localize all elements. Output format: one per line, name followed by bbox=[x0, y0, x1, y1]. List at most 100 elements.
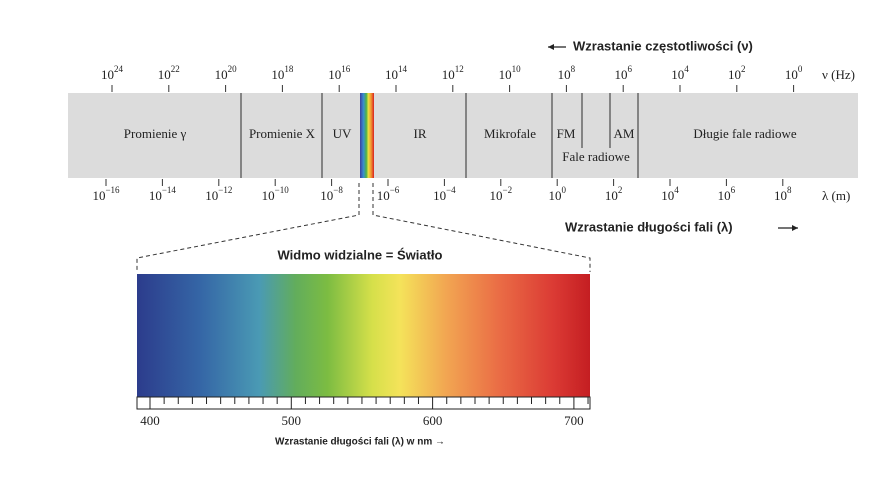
band-label: IR bbox=[414, 126, 427, 141]
tick-exponent: 10 bbox=[512, 64, 521, 74]
tick-base: 10 bbox=[328, 67, 341, 82]
tick-label: 10−16 bbox=[92, 185, 120, 203]
nm-label: 500 bbox=[282, 413, 302, 428]
tick-exponent: 8 bbox=[787, 185, 792, 195]
tick-label: 100 bbox=[785, 64, 803, 82]
tick-base: 10 bbox=[442, 67, 455, 82]
tick-exponent: −12 bbox=[218, 185, 232, 195]
tick-base: 10 bbox=[215, 67, 228, 82]
frequency-title: Wzrastanie częstotliwości (ν) bbox=[573, 38, 753, 53]
tick-exponent: 24 bbox=[114, 64, 124, 74]
band-label: Promienie X bbox=[249, 126, 316, 141]
tick-exponent: −14 bbox=[162, 185, 177, 195]
tick-exponent: 0 bbox=[798, 64, 803, 74]
tick-base: 10 bbox=[377, 188, 390, 203]
tick-base: 10 bbox=[785, 67, 798, 82]
tick-label: 104 bbox=[671, 64, 689, 82]
band-label: Mikrofale bbox=[484, 126, 536, 141]
spectrum-band bbox=[68, 93, 858, 178]
tick-label: 1024 bbox=[101, 64, 124, 82]
tick-base: 10 bbox=[205, 188, 218, 203]
tick-exponent: 20 bbox=[228, 64, 238, 74]
tick-base: 10 bbox=[158, 67, 171, 82]
band-label: AM bbox=[614, 126, 635, 141]
tick-label: 1010 bbox=[499, 64, 521, 82]
tick-base: 10 bbox=[671, 67, 684, 82]
tick-base: 10 bbox=[499, 67, 512, 82]
nm-label: 600 bbox=[423, 413, 443, 428]
tick-exponent: 4 bbox=[674, 185, 679, 195]
tick-exponent: 4 bbox=[684, 64, 689, 74]
tick-base: 10 bbox=[774, 188, 787, 203]
band-dividers bbox=[240, 93, 639, 178]
visible-title: Widmo widzialne = Światło bbox=[278, 247, 443, 262]
tick-label: 10−10 bbox=[262, 185, 290, 203]
visible-strip bbox=[360, 93, 374, 178]
tick-base: 10 bbox=[101, 67, 114, 82]
tick-exponent: −6 bbox=[390, 185, 400, 195]
tick-label: 10−6 bbox=[377, 185, 400, 203]
tick-label: 1012 bbox=[442, 64, 464, 82]
tick-base: 10 bbox=[728, 67, 741, 82]
tick-base: 10 bbox=[433, 188, 446, 203]
tick-base: 10 bbox=[262, 188, 275, 203]
visible-caption: Wzrastanie długości fali (λ) w nm → bbox=[275, 437, 445, 448]
tick-exponent: 0 bbox=[561, 185, 566, 195]
tick-label: 10−12 bbox=[205, 185, 232, 203]
tick-base: 10 bbox=[548, 188, 561, 203]
tick-label: 106 bbox=[718, 185, 736, 203]
tick-base: 10 bbox=[661, 188, 674, 203]
band-label: Fale radiowe bbox=[562, 149, 630, 164]
tick-label: 1018 bbox=[271, 64, 294, 82]
wavelength-title: Wzrastanie długości fali (λ) bbox=[565, 219, 733, 234]
tick-exponent: 22 bbox=[171, 64, 180, 74]
tick-label: 10−2 bbox=[490, 185, 513, 203]
tick-label: 10−8 bbox=[320, 185, 343, 203]
tick-label: 108 bbox=[774, 185, 792, 203]
tick-label: 1016 bbox=[328, 64, 351, 82]
tick-exponent: 2 bbox=[618, 185, 623, 195]
tick-base: 10 bbox=[271, 67, 284, 82]
tick-base: 10 bbox=[614, 67, 627, 82]
tick-base: 10 bbox=[149, 188, 162, 203]
tick-exponent: 14 bbox=[398, 64, 408, 74]
band-label: UV bbox=[333, 126, 352, 141]
tick-label: 108 bbox=[558, 64, 576, 82]
tick-base: 10 bbox=[605, 188, 618, 203]
tick-label: 100 bbox=[548, 185, 566, 203]
nm-scale bbox=[136, 396, 591, 410]
band-label: Długie fale radiowe bbox=[693, 126, 796, 141]
tick-exponent: 12 bbox=[455, 64, 464, 74]
tick-base: 10 bbox=[490, 188, 503, 203]
tick-base: 10 bbox=[320, 188, 333, 203]
frequency-arrow bbox=[548, 44, 566, 50]
tick-exponent: −10 bbox=[275, 185, 290, 195]
tick-exponent: 16 bbox=[341, 64, 351, 74]
tick-label: 10−4 bbox=[433, 185, 456, 203]
tick-label: 102 bbox=[605, 185, 623, 203]
tick-base: 10 bbox=[558, 67, 571, 82]
axis-unit: λ (m) bbox=[822, 188, 850, 203]
tick-label: 102 bbox=[728, 64, 746, 82]
tick-label: 1014 bbox=[385, 64, 408, 82]
nm-label: 400 bbox=[140, 413, 160, 428]
tick-label: 10−14 bbox=[149, 185, 177, 203]
tick-exponent: −8 bbox=[333, 185, 343, 195]
tick-base: 10 bbox=[92, 188, 105, 203]
tick-exponent: 18 bbox=[284, 64, 294, 74]
tick-exponent: −2 bbox=[503, 185, 513, 195]
band-label: Promienie γ bbox=[124, 126, 187, 141]
tick-label: 106 bbox=[614, 64, 632, 82]
tick-exponent: 6 bbox=[627, 64, 632, 74]
tick-exponent: −16 bbox=[105, 185, 120, 195]
zoom-lines bbox=[136, 183, 591, 272]
tick-exponent: −4 bbox=[446, 185, 456, 195]
axis-unit: ν (Hz) bbox=[822, 67, 855, 82]
tick-base: 10 bbox=[718, 188, 731, 203]
visible-spectrum bbox=[137, 274, 590, 397]
tick-exponent: 2 bbox=[741, 64, 746, 74]
tick-exponent: 6 bbox=[731, 185, 736, 195]
tick-exponent: 8 bbox=[571, 64, 576, 74]
band-label: FM bbox=[557, 126, 576, 141]
